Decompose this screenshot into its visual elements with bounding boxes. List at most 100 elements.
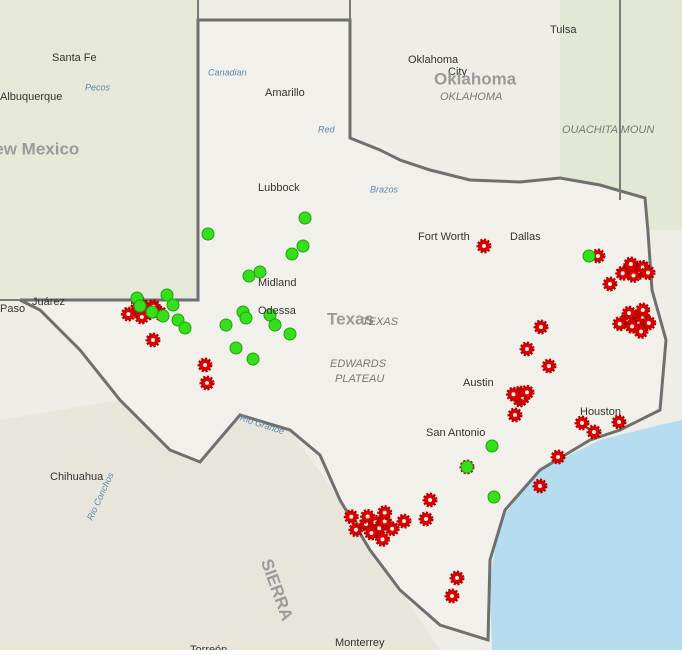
well-marker-hole — [424, 517, 428, 521]
well-marker-hole — [556, 455, 560, 459]
well-marker-hole — [353, 527, 358, 532]
site-marker — [201, 227, 215, 241]
place-label: TEXAS — [362, 316, 399, 328]
well-marker-hole — [620, 271, 625, 276]
well-marker-hole — [627, 311, 632, 316]
site-marker — [296, 239, 310, 253]
site-marker — [268, 318, 282, 332]
site-marker — [178, 321, 192, 335]
site-marker — [460, 460, 474, 474]
well-marker-hole — [390, 526, 395, 531]
well-marker-hole — [592, 430, 596, 434]
well-marker-hole — [380, 537, 385, 542]
site-marker — [229, 341, 243, 355]
well-marker-hole — [428, 498, 432, 502]
place-label: Austin — [463, 377, 494, 389]
well-marker-hole — [617, 420, 621, 424]
site-marker — [242, 269, 256, 283]
place-label: Amarillo — [265, 87, 305, 99]
place-label: Texas — [327, 309, 374, 328]
well-marker-hole — [402, 519, 407, 524]
place-label: Oklahoma — [434, 69, 517, 88]
well-marker-hole — [455, 576, 459, 580]
place-label: Canadian — [208, 67, 247, 77]
place-label: New Mexico — [0, 139, 79, 158]
place-label: Brazos — [370, 184, 399, 194]
place-label: OUACHITA MOUN — [562, 124, 654, 136]
site-marker — [298, 211, 312, 225]
site-marker — [239, 311, 253, 325]
well-marker-hole — [377, 526, 382, 531]
place-label: EDWARDS — [330, 358, 387, 370]
well-marker-hole — [539, 325, 543, 329]
site-marker — [582, 249, 596, 263]
well-marker-hole — [151, 338, 155, 342]
place-label: Albuquerque — [0, 91, 62, 103]
well-marker-hole — [617, 321, 622, 326]
mexico-area — [0, 400, 440, 650]
well-marker-hole — [639, 329, 644, 334]
well-marker-hole — [628, 262, 633, 267]
place-label: Torreón — [190, 644, 227, 650]
well-marker-hole — [646, 321, 651, 326]
well-marker-hole — [126, 312, 131, 317]
place-label: Houston — [580, 406, 621, 418]
well-marker-hole — [365, 514, 370, 519]
site-marker — [166, 298, 180, 312]
well-marker-hole — [349, 514, 354, 519]
well-marker-hole — [511, 392, 516, 397]
new-mexico-area — [0, 0, 200, 300]
well-marker-hole — [596, 254, 600, 258]
well-marker-hole — [538, 484, 542, 488]
well-marker-hole — [525, 347, 529, 351]
well-marker-hole — [139, 314, 144, 319]
well-marker-hole — [580, 421, 584, 425]
well-marker-hole — [369, 530, 374, 535]
place-label: PLATEAU — [335, 373, 384, 385]
well-marker-hole — [646, 270, 651, 275]
well-marker-hole — [205, 381, 209, 385]
texas-border — [19, 18, 668, 643]
well-marker-hole — [513, 413, 517, 417]
well-marker-hole — [203, 363, 207, 367]
place-label: Oklahoma — [408, 54, 459, 66]
place-label: City — [448, 66, 467, 78]
site-marker — [485, 439, 499, 453]
well-marker-hole — [482, 244, 486, 248]
well-marker-hole — [450, 594, 454, 598]
place-label: Dallas — [510, 231, 541, 243]
place-label: Juárez — [32, 296, 65, 308]
well-marker-hole — [525, 390, 530, 395]
gulf-water — [490, 420, 682, 650]
place-label: Lubbock — [258, 182, 300, 194]
site-marker — [285, 247, 299, 261]
place-label: Odessa — [258, 305, 297, 317]
well-marker-hole — [640, 308, 645, 313]
place-label: Paso — [0, 303, 25, 315]
place-label: Red — [318, 124, 336, 134]
site-marker — [145, 305, 159, 319]
markers — [120, 211, 657, 604]
well-marker-hole — [382, 519, 387, 524]
well-marker-hole — [631, 273, 636, 278]
place-label: Midland — [258, 277, 297, 289]
well-marker-hole — [608, 282, 612, 286]
site-marker — [219, 318, 233, 332]
site-marker — [156, 309, 170, 323]
place-label: OKLAHOMA — [440, 91, 502, 103]
state-lines — [0, 0, 621, 301]
place-label: San Antonio — [426, 427, 485, 439]
well-marker-hole — [547, 364, 551, 368]
place-label: Santa Fe — [52, 52, 97, 64]
place-label: Monterrey — [335, 637, 385, 649]
place-label: Chihuahua — [50, 471, 104, 483]
site-marker — [246, 352, 260, 366]
site-marker — [133, 299, 147, 313]
place-label: Pecos — [85, 82, 111, 92]
place-label: Fort Worth — [418, 231, 470, 243]
well-marker-hole — [382, 510, 387, 515]
site-marker — [160, 288, 174, 302]
well-marker-hole — [630, 324, 635, 329]
site-marker — [487, 490, 501, 504]
